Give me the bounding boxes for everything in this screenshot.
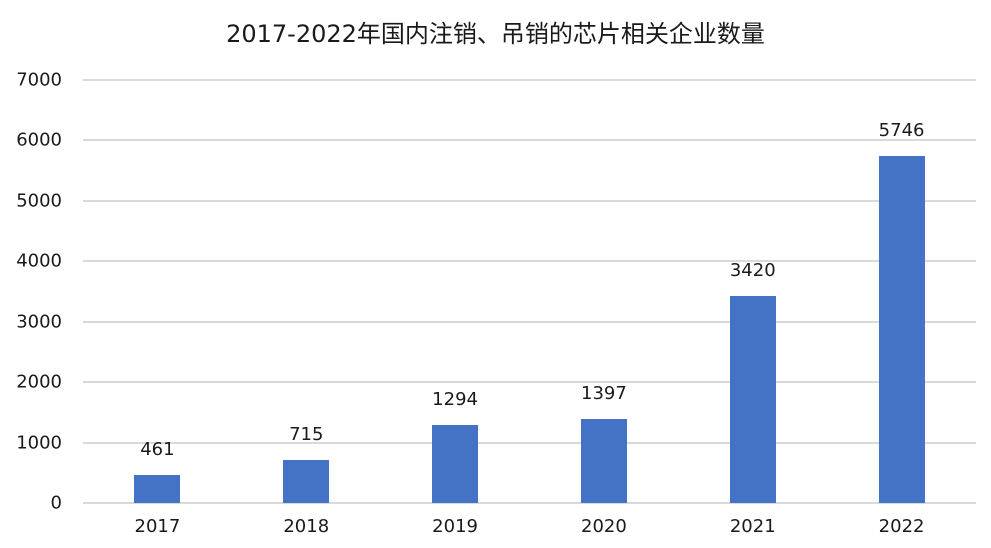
bar-2022[interactable] [878, 155, 925, 503]
y-tick-label: 7000 [16, 69, 62, 91]
y-tick-label: 1000 [16, 432, 62, 454]
gridline [83, 139, 976, 142]
gridline [83, 381, 976, 384]
y-tick-label: 3000 [16, 311, 62, 333]
data-label: 5746 [878, 119, 925, 141]
y-tick-label: 6000 [16, 129, 62, 151]
bar-2018[interactable] [283, 459, 330, 503]
data-label: 1397 [581, 382, 627, 404]
x-tick-label: 2019 [432, 516, 478, 537]
data-label: 461 [140, 439, 175, 461]
gridline [83, 260, 976, 263]
gridline [83, 320, 976, 323]
gridline [83, 199, 976, 202]
chart-title: 2017-2022年国内注销、吊销的芯片相关企业数量 [226, 20, 765, 48]
bar-2020[interactable] [580, 418, 627, 503]
gridline [83, 502, 976, 504]
x-tick-label: 2018 [283, 516, 330, 537]
x-tick-label: 2021 [729, 516, 776, 537]
bar-2019[interactable] [432, 424, 479, 503]
x-tick-label: 2017 [134, 516, 181, 537]
bar-2017[interactable] [134, 475, 181, 503]
data-label: 1294 [432, 388, 478, 410]
data-label: 715 [289, 423, 324, 445]
y-tick-label: 0 [50, 492, 62, 514]
bar-2021[interactable] [729, 296, 776, 503]
x-tick-label: 2020 [581, 516, 627, 537]
y-tick-label: 2000 [16, 371, 62, 393]
y-tick-label: 4000 [16, 250, 62, 272]
gridline [83, 79, 976, 81]
x-tick-label: 2022 [878, 516, 925, 537]
data-label: 3420 [729, 260, 776, 282]
y-tick-label: 5000 [16, 190, 62, 212]
gridline [83, 441, 976, 444]
